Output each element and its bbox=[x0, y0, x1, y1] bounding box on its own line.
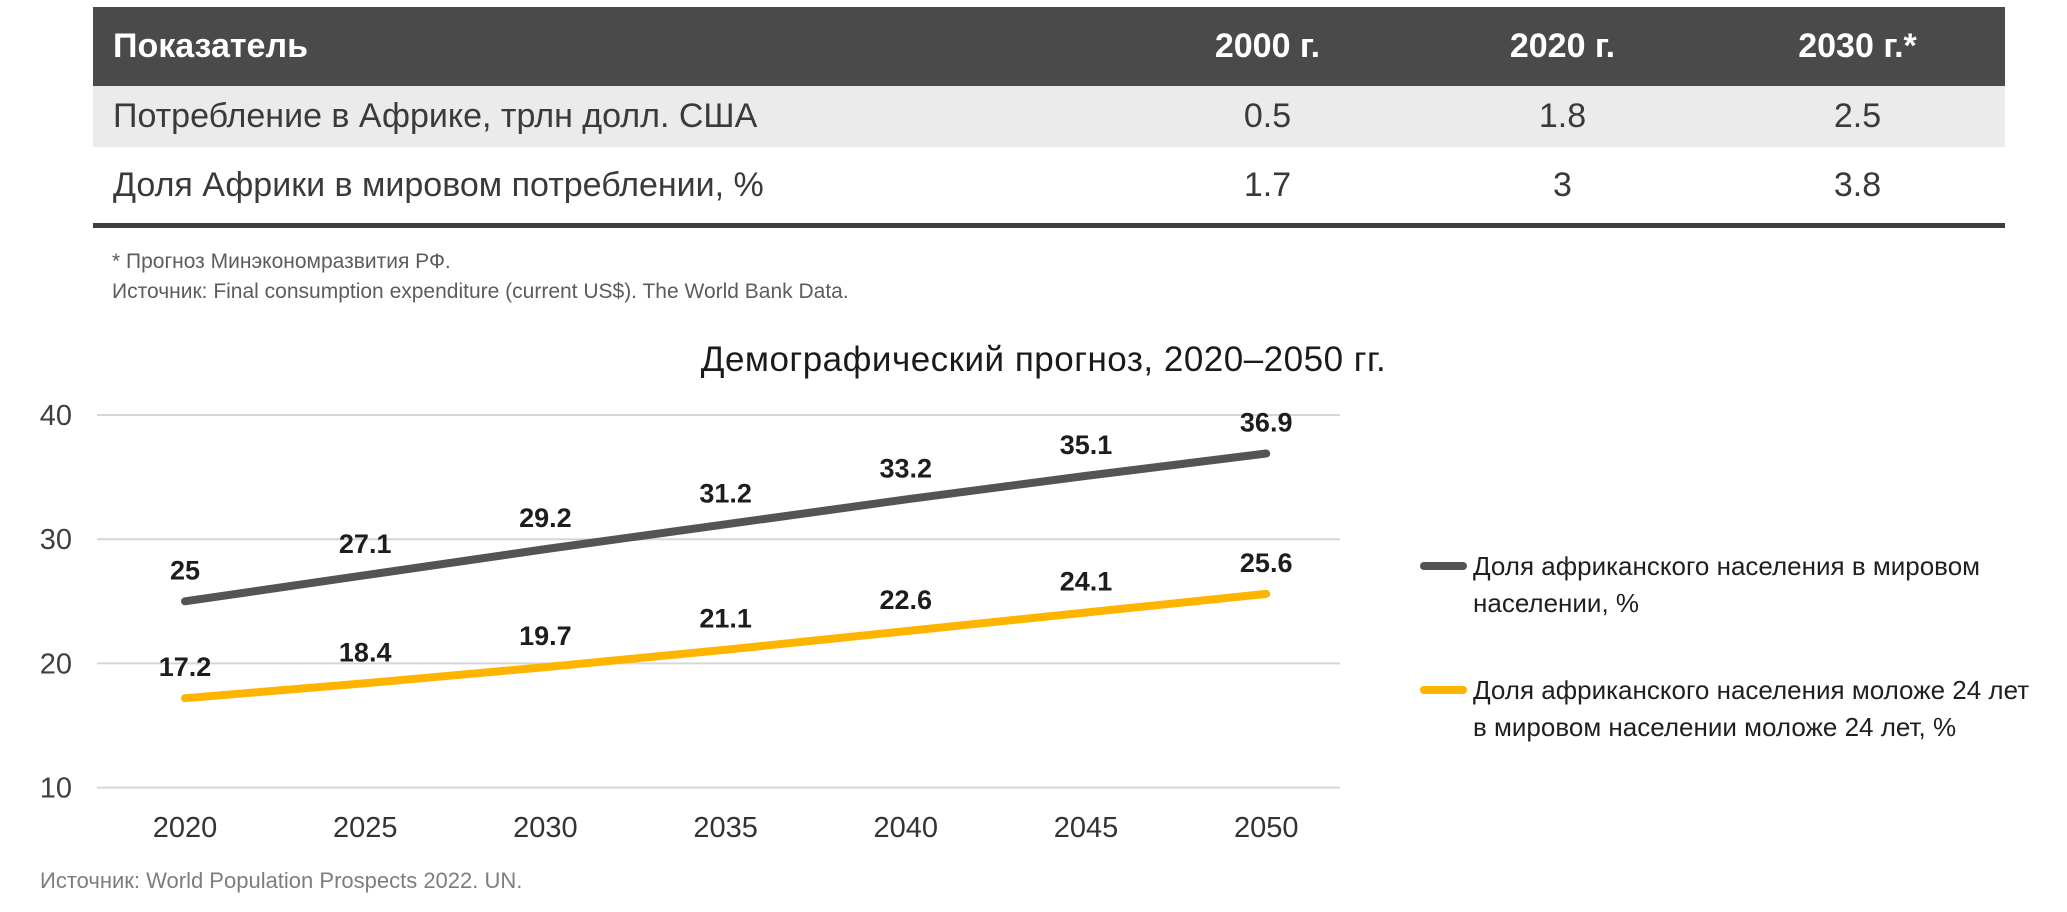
data-label: 18.4 bbox=[339, 637, 392, 667]
x-axis-tick: 2025 bbox=[333, 812, 398, 844]
x-axis-tick: 2050 bbox=[1234, 812, 1299, 844]
chart-legend: Доля африканского населения в мировом на… bbox=[1420, 548, 2050, 796]
y-axis-tick: 20 bbox=[40, 648, 72, 680]
series-line bbox=[181, 589, 1271, 703]
cell-value: 1.8 bbox=[1538, 97, 1587, 135]
consumption-table: Показатель 2000 г. 2020 г. 2030 г.* Потр… bbox=[93, 7, 2005, 228]
footnote-forecast: * Прогноз Минэкономразвития РФ. bbox=[112, 250, 451, 273]
chart-source: Источник: World Population Prospects 202… bbox=[40, 868, 523, 893]
x-axis-tick: 2035 bbox=[693, 812, 758, 844]
x-axis-tick: 2020 bbox=[153, 812, 218, 844]
y-axis-tick: 30 bbox=[40, 524, 72, 556]
table-row: Потребление в Африке, трлн долл. США 0.5… bbox=[93, 86, 2005, 147]
column-header-2020: 2020 г. bbox=[1509, 27, 1616, 65]
data-label: 31.2 bbox=[699, 478, 752, 508]
data-label: 29.2 bbox=[519, 503, 572, 533]
cell-value: 2.5 bbox=[1833, 97, 1882, 135]
table-footnotes: * Прогноз Минэкономразвития РФ. Источник… bbox=[112, 247, 849, 307]
x-axis-tick: 2030 bbox=[513, 812, 578, 844]
y-axis-tick: 10 bbox=[40, 773, 72, 805]
data-label: 25 bbox=[170, 555, 200, 585]
x-axis-tick: 2040 bbox=[874, 812, 939, 844]
cell-value: 3.8 bbox=[1833, 165, 1882, 204]
data-label: 21.1 bbox=[699, 604, 752, 634]
data-label: 25.6 bbox=[1240, 548, 1293, 578]
cell-value: 1.7 bbox=[1243, 165, 1292, 204]
row-label: Доля Африки в мировом потреблении, % bbox=[113, 165, 764, 204]
table-header-row: Показатель 2000 г. 2020 г. 2030 г.* bbox=[93, 7, 2005, 86]
data-label: 24.1 bbox=[1060, 566, 1113, 596]
chart-title: Демографический прогноз, 2020–2050 гг. bbox=[700, 340, 1387, 379]
data-label: 22.6 bbox=[880, 585, 933, 615]
x-axis-tick: 2045 bbox=[1054, 812, 1119, 844]
series-2-swatch-icon bbox=[1420, 686, 1467, 694]
legend-label: Доля африканского населения в мировом на… bbox=[1473, 551, 1981, 618]
data-label: 19.7 bbox=[519, 621, 572, 651]
series-line bbox=[181, 449, 1271, 606]
column-header-2000: 2000 г. bbox=[1214, 27, 1321, 65]
legend-item: Доля африканского населения моложе 24 ле… bbox=[1420, 672, 2050, 746]
data-label: 17.2 bbox=[159, 652, 212, 682]
data-label: 35.1 bbox=[1060, 430, 1113, 460]
series-1-swatch-icon bbox=[1420, 562, 1467, 570]
footnote-source: Источник: Final consumption expenditure … bbox=[112, 280, 849, 303]
legend-item: Доля африканского населения в мировом на… bbox=[1420, 548, 2050, 622]
y-axis-tick: 40 bbox=[40, 400, 72, 432]
cell-value: 0.5 bbox=[1243, 97, 1292, 135]
data-label: 33.2 bbox=[880, 453, 933, 483]
column-header-indicator: Показатель bbox=[113, 27, 308, 65]
cell-value: 3 bbox=[1553, 165, 1572, 204]
data-label: 36.9 bbox=[1240, 408, 1293, 438]
row-label: Потребление в Африке, трлн долл. США bbox=[113, 97, 758, 135]
column-header-2030: 2030 г.* bbox=[1798, 27, 1917, 65]
table-row: Доля Африки в мировом потреблении, % 1.7… bbox=[93, 147, 2005, 223]
data-label: 27.1 bbox=[339, 529, 392, 559]
legend-label: Доля африканского населения моложе 24 ле… bbox=[1473, 675, 2030, 742]
